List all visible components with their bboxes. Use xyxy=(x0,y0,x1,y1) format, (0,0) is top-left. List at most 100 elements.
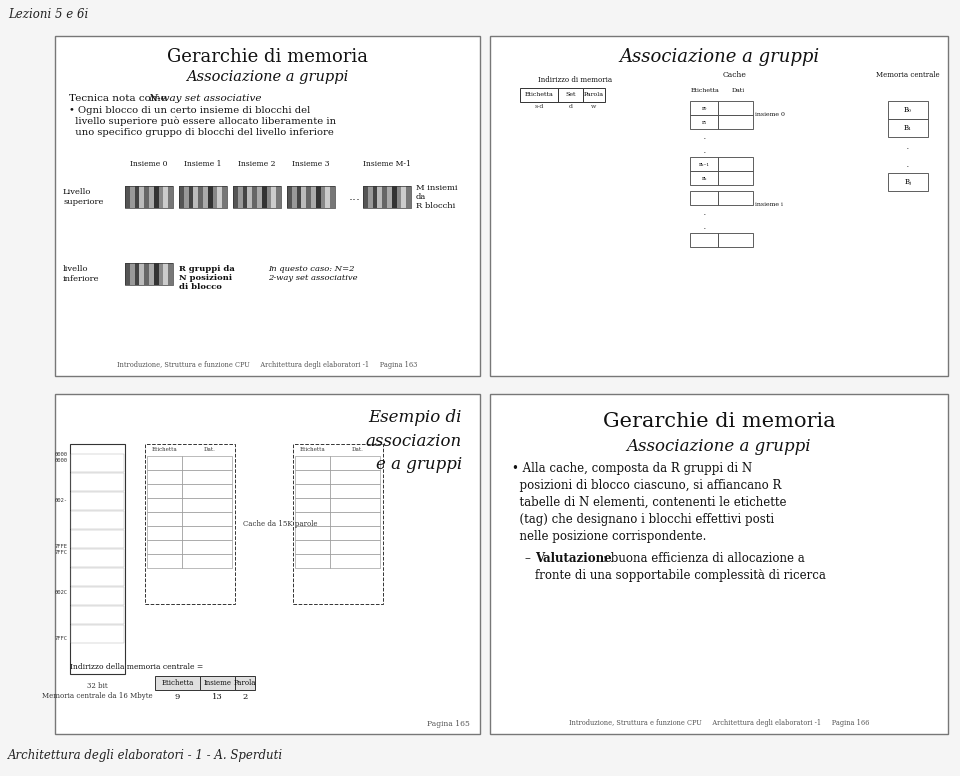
Bar xyxy=(690,171,718,185)
Text: Etichetta: Etichetta xyxy=(524,92,553,98)
Bar xyxy=(558,88,583,102)
Text: Bⱼ: Bⱼ xyxy=(904,178,911,186)
Bar xyxy=(490,394,948,734)
Bar xyxy=(203,186,207,208)
Bar xyxy=(179,186,183,208)
Text: Tecnica nota come: Tecnica nota come xyxy=(69,94,170,103)
Bar xyxy=(257,186,262,208)
Bar xyxy=(71,511,124,529)
Bar xyxy=(295,512,330,526)
Text: Insieme 0: Insieme 0 xyxy=(131,160,168,168)
Text: Architettura degli elaboratori - 1 - A. Sperduti: Architettura degli elaboratori - 1 - A. … xyxy=(8,749,283,762)
Bar xyxy=(233,186,238,208)
Bar xyxy=(382,186,387,208)
Text: 32 bit: 32 bit xyxy=(87,682,108,690)
Bar xyxy=(147,456,182,470)
Text: B₁: B₁ xyxy=(904,124,912,132)
Bar xyxy=(406,186,411,208)
Text: Dati: Dati xyxy=(732,88,745,93)
Bar xyxy=(690,233,718,247)
Bar xyxy=(233,186,281,208)
Bar xyxy=(295,456,330,470)
Text: Indirizzo della memoria centrale =: Indirizzo della memoria centrale = xyxy=(70,663,204,671)
Text: Indirizzo di memoria: Indirizzo di memoria xyxy=(538,76,612,84)
Bar xyxy=(252,186,257,208)
Bar xyxy=(297,186,301,208)
Bar xyxy=(158,186,163,208)
Text: posizioni di blocco ciascuno, si affiancano R: posizioni di blocco ciascuno, si affianc… xyxy=(512,479,781,492)
Text: Lezioni 5 e 6i: Lezioni 5 e 6i xyxy=(8,8,88,21)
Bar xyxy=(182,526,232,540)
Bar xyxy=(490,36,948,376)
Bar xyxy=(155,676,200,690)
Text: Insieme 3: Insieme 3 xyxy=(292,160,330,168)
Bar xyxy=(168,186,173,208)
Bar xyxy=(147,526,182,540)
Text: rₖ: rₖ xyxy=(702,175,707,181)
Bar xyxy=(330,498,380,512)
Bar xyxy=(182,456,232,470)
Text: 0000
0000: 0000 0000 xyxy=(55,452,68,462)
Bar xyxy=(330,470,380,484)
Text: Associazione a gruppi: Associazione a gruppi xyxy=(186,70,348,84)
Bar xyxy=(311,186,316,208)
Bar xyxy=(287,186,335,208)
Text: .: . xyxy=(703,131,707,141)
Bar xyxy=(330,456,380,470)
Bar xyxy=(718,233,753,247)
Bar xyxy=(316,186,321,208)
Bar xyxy=(182,554,232,568)
Text: .: . xyxy=(703,221,707,231)
Bar xyxy=(130,263,134,285)
Text: Insieme 1: Insieme 1 xyxy=(184,160,222,168)
Bar xyxy=(330,526,380,540)
Bar xyxy=(392,186,396,208)
Text: w: w xyxy=(591,105,597,109)
Bar xyxy=(147,470,182,484)
Bar xyxy=(149,186,154,208)
Text: Memoria centrale da 16 Mbyte: Memoria centrale da 16 Mbyte xyxy=(42,692,153,700)
Bar xyxy=(217,186,222,208)
Bar xyxy=(183,186,188,208)
Bar xyxy=(238,186,243,208)
Bar xyxy=(888,173,928,191)
Text: Introduzione, Struttura e funzione CPU     Architettura degli elaboratori -1    : Introduzione, Struttura e funzione CPU A… xyxy=(569,719,869,727)
Bar xyxy=(321,186,325,208)
Bar xyxy=(372,186,377,208)
Text: livello
inferiore: livello inferiore xyxy=(63,265,100,282)
Text: nelle posizione corrispondente.: nelle posizione corrispondente. xyxy=(512,530,707,543)
Bar xyxy=(267,186,272,208)
Bar xyxy=(718,115,753,129)
Text: Etichetta: Etichetta xyxy=(690,88,719,93)
Bar xyxy=(144,263,149,285)
Bar xyxy=(125,263,130,285)
Bar xyxy=(158,263,163,285)
Bar xyxy=(295,470,330,484)
Text: : buona efficienza di allocazione a: : buona efficienza di allocazione a xyxy=(603,552,804,565)
Text: Insieme: Insieme xyxy=(204,679,231,687)
Bar xyxy=(387,186,392,208)
Text: 13: 13 xyxy=(212,693,223,701)
Text: 002-: 002- xyxy=(55,498,68,503)
Text: B₀: B₀ xyxy=(904,106,912,114)
Text: Memoria centrale: Memoria centrale xyxy=(876,71,940,79)
Bar xyxy=(144,186,149,208)
Bar xyxy=(149,263,154,285)
Text: Gerarchie di memoria: Gerarchie di memoria xyxy=(167,48,368,66)
Text: Dat.: Dat. xyxy=(352,447,364,452)
Bar xyxy=(125,186,130,208)
Text: ...: ... xyxy=(349,190,361,203)
Bar xyxy=(179,186,227,208)
Bar xyxy=(295,554,330,568)
Bar xyxy=(295,498,330,512)
Bar xyxy=(690,115,718,129)
Text: Esempio di
associazion
e a gruppi: Esempio di associazion e a gruppi xyxy=(366,409,462,473)
Bar xyxy=(276,186,281,208)
Bar xyxy=(330,186,335,208)
Bar xyxy=(198,186,203,208)
Text: –: – xyxy=(525,552,535,565)
Text: N-way set associative: N-way set associative xyxy=(148,94,261,103)
Text: Introduzione, Struttura e funzione CPU     Architettura degli elaboratori -1    : Introduzione, Struttura e funzione CPU A… xyxy=(117,361,418,369)
Bar xyxy=(139,186,144,208)
Bar xyxy=(200,676,235,690)
